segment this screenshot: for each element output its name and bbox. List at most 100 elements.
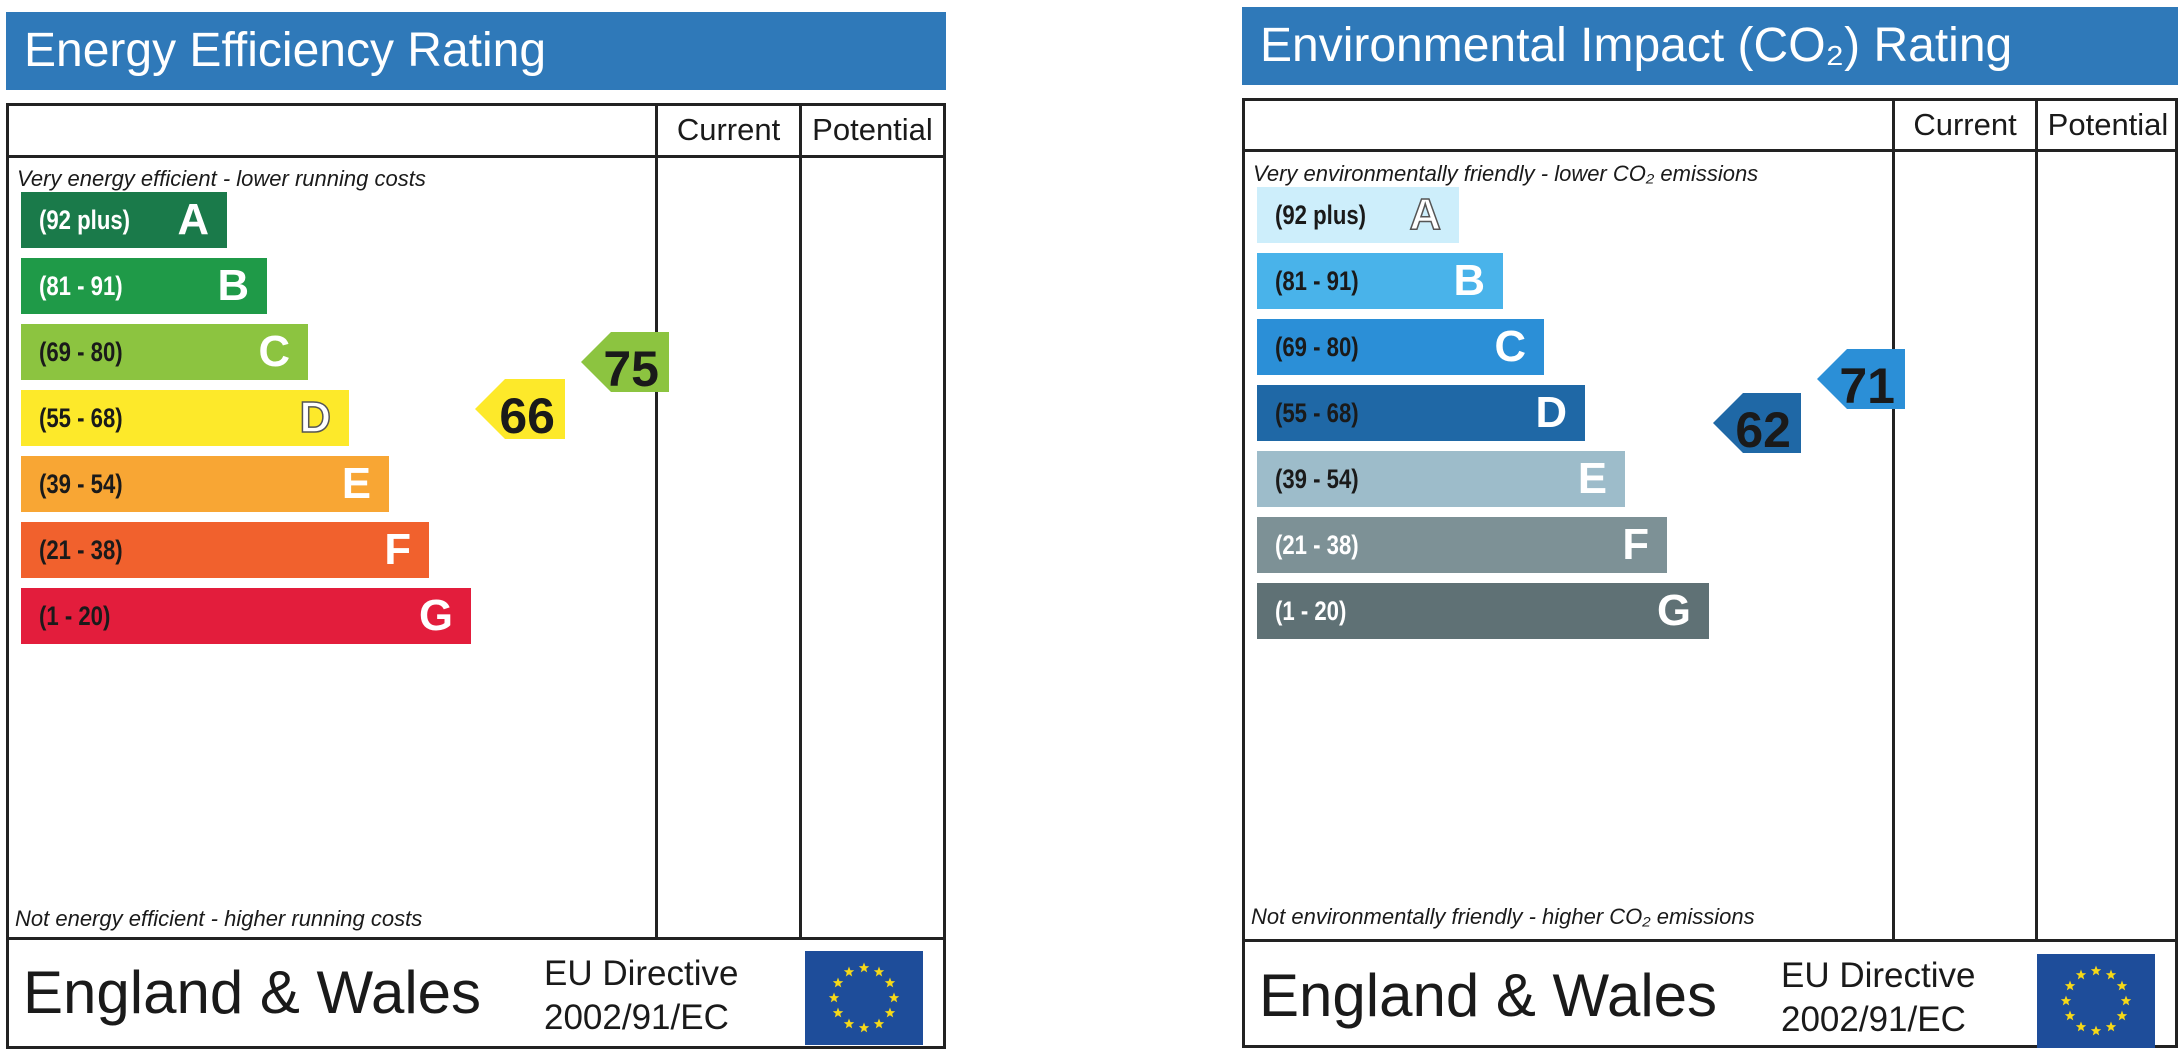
eu-star-icon — [832, 977, 844, 988]
current-rating-marker-shape — [1713, 393, 1801, 454]
eu-star-icon — [2075, 1021, 2087, 1032]
band-b: (81 - 91) B — [21, 258, 267, 314]
rating-bands: (92 plus) A (81 - 91) B (69 - 80) C (55 - 68) D… — [9, 106, 943, 1046]
rating-table: Current Potential Very environmentally f… — [1242, 98, 2178, 1048]
band-a: (92 plus) A — [21, 192, 227, 248]
band-letter: B — [217, 261, 249, 310]
eu-star-icon — [2116, 980, 2128, 991]
band-f: (21 - 38) F — [1257, 517, 1667, 573]
footer-divider — [1245, 939, 2175, 942]
band-d: (55 - 68) D — [1257, 385, 1585, 441]
current-rating-marker-shape — [475, 379, 565, 440]
eu-star-icon — [2064, 1010, 2076, 1021]
energy-efficiency-chart: Energy Efficiency Rating Current Potenti… — [6, 12, 946, 1052]
band-e: (39 - 54) E — [21, 456, 389, 512]
eu-star-icon — [888, 992, 900, 1003]
band-range-label: (55 - 68) — [1275, 398, 1359, 428]
band-d: (55 - 68) D — [21, 390, 349, 446]
header-divider — [9, 155, 943, 158]
band-letter: G — [419, 591, 453, 640]
current-rating-marker: 62 — [1713, 393, 1801, 458]
band-letter: D — [299, 392, 332, 443]
header-divider — [1245, 149, 2175, 152]
potential-rating-marker: 75 — [581, 331, 669, 397]
directive-line-1: EU Directive — [544, 954, 739, 993]
current-rating-marker: 66 — [475, 379, 565, 444]
band-range-label: (21 - 38) — [1275, 530, 1359, 560]
potential-rating-marker-shape — [581, 331, 669, 392]
chart-title: Environmental Impact (CO₂) Rating — [1242, 7, 2178, 85]
environmental-impact-chart: Environmental Impact (CO₂) Rating Curren… — [1242, 7, 2178, 1048]
eu-star-icon — [2075, 969, 2087, 980]
eu-star-icon — [2105, 1021, 2117, 1032]
potential-column-header: Potential — [812, 112, 933, 147]
chart-title: Energy Efficiency Rating — [6, 12, 946, 90]
potential-rating-marker: 71 — [1817, 348, 1905, 414]
band-range-label: (81 - 91) — [39, 271, 123, 301]
top-note: Very energy efficient - lower running co… — [17, 166, 426, 191]
eu-star-icon — [873, 966, 885, 977]
rating-markers: 62 71 — [1245, 101, 2175, 1045]
band-range-label: (1 - 20) — [1275, 596, 1347, 626]
eu-star-icon — [858, 1022, 870, 1033]
band-letter: F — [1622, 520, 1649, 569]
eu-star-icon — [884, 1007, 896, 1018]
potential-column-divider — [799, 106, 802, 937]
band-letter: A — [1409, 189, 1442, 240]
top-note: Very environmentally friendly - lower CO… — [1253, 161, 1759, 186]
band-b: (81 - 91) B — [1257, 253, 1503, 309]
current-column-divider — [655, 106, 658, 937]
band-letter: F — [384, 525, 411, 574]
eu-star-icon — [828, 992, 840, 1003]
current-column-header: Current — [676, 112, 781, 147]
band-letter: G — [1657, 586, 1691, 635]
band-range-label: (92 plus) — [39, 205, 131, 235]
band-range-label: (92 plus) — [1275, 200, 1367, 230]
potential-column-header: Potential — [2047, 107, 2169, 142]
bottom-note: Not environmentally friendly - higher CO… — [1251, 904, 1755, 929]
current-rating-marker-value: 62 — [1735, 402, 1791, 459]
band-range-label: (55 - 68) — [39, 403, 123, 433]
band-g: (1 - 20) G — [21, 588, 471, 644]
band-range-label: (39 - 54) — [1275, 464, 1359, 494]
eu-flag-icon — [2037, 954, 2155, 1048]
band-letter: A — [177, 195, 209, 244]
eu-star-icon — [2064, 980, 2076, 991]
band-letter: B — [1453, 256, 1485, 305]
eu-star-icon — [843, 966, 855, 977]
band-letter: C — [258, 327, 290, 376]
band-letter: D — [1535, 388, 1567, 437]
rating-markers: 66 75 — [9, 106, 943, 1046]
band-range-label: (69 - 80) — [39, 337, 123, 367]
band-range-label: (21 - 38) — [39, 535, 123, 565]
eu-star-icon — [2090, 965, 2102, 976]
eu-star-icon — [2116, 1010, 2128, 1021]
eu-star-icon — [2060, 995, 2072, 1006]
band-a: (92 plus) A — [1257, 187, 1459, 243]
band-c: (69 - 80) C — [21, 324, 308, 380]
potential-column-divider — [2035, 101, 2038, 939]
current-column-divider — [1892, 101, 1895, 939]
eu-star-icon — [832, 1007, 844, 1018]
potential-rating-marker-value: 71 — [1839, 357, 1895, 414]
eu-star-icon — [858, 962, 870, 973]
band-letter: C — [1494, 322, 1526, 371]
region-label: England & Wales — [1259, 962, 1718, 1029]
eu-star-icon — [2090, 1025, 2102, 1036]
band-c: (69 - 80) C — [1257, 319, 1544, 375]
potential-rating-marker-shape — [1817, 348, 1905, 409]
band-range-label: (1 - 20) — [39, 601, 111, 631]
potential-rating-marker-value: 75 — [603, 340, 659, 397]
band-range-label: (81 - 91) — [1275, 266, 1359, 296]
eu-star-icon — [2120, 995, 2132, 1006]
footer-divider — [9, 937, 943, 940]
band-range-label: (39 - 54) — [39, 469, 123, 499]
band-range-label: (69 - 80) — [1275, 332, 1359, 362]
current-column-header: Current — [1913, 107, 2017, 142]
eu-flag-icon — [805, 951, 923, 1045]
directive-label: EU Directive 2002/91/EC — [544, 952, 738, 1040]
band-g: (1 - 20) G — [1257, 583, 1709, 639]
eu-star-icon — [2105, 969, 2117, 980]
band-letter: E — [341, 459, 371, 508]
eu-star-icon — [884, 977, 896, 988]
